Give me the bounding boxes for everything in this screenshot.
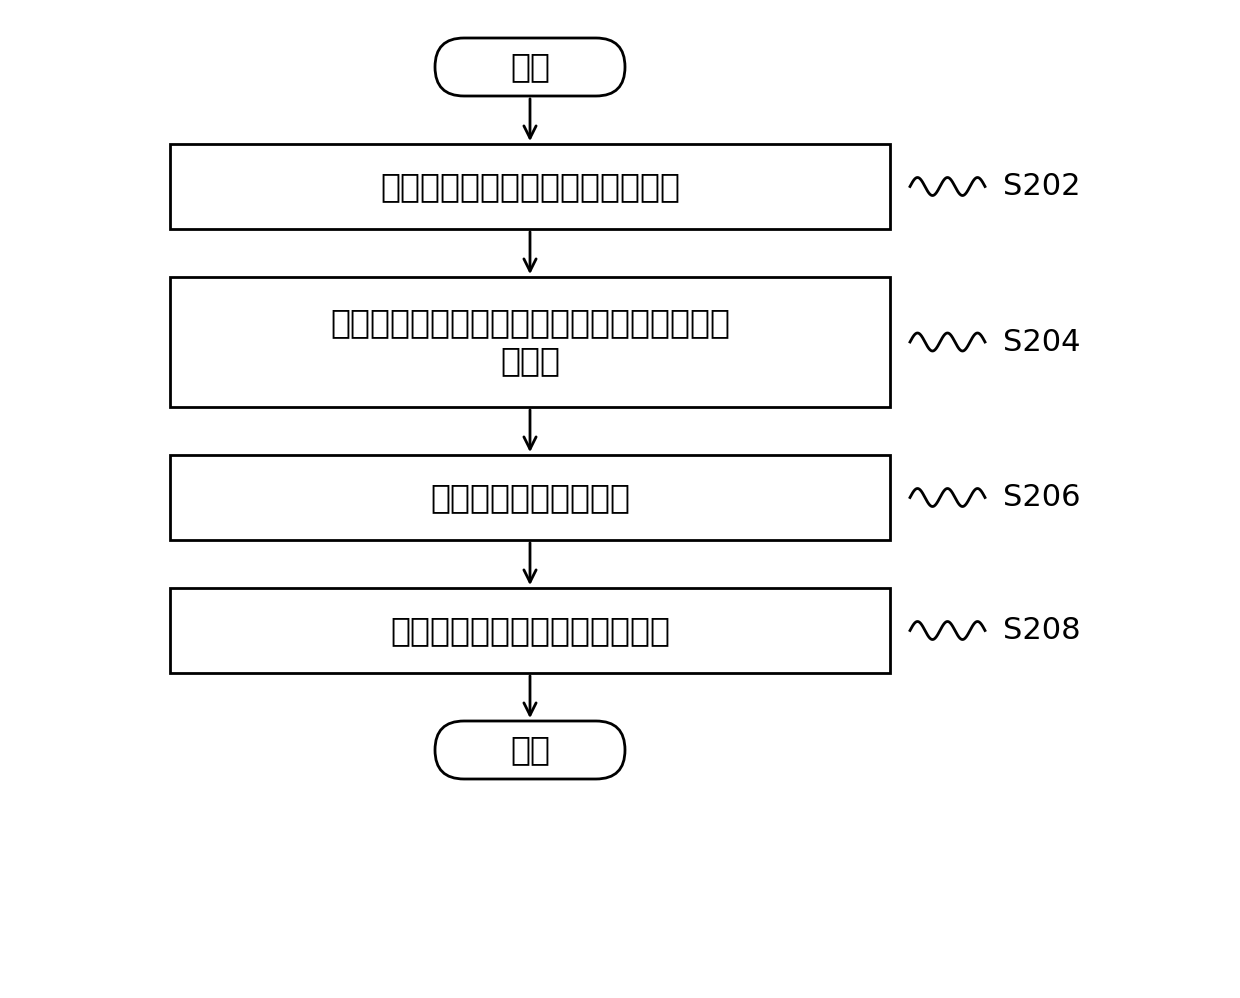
Text: 将输入输出接口配置为输入模式: 将输入输出接口配置为输入模式 [391, 614, 670, 647]
Text: 停止输出过流检测信号: 停止输出过流检测信号 [430, 481, 630, 514]
Text: S208: S208 [1003, 616, 1080, 645]
FancyBboxPatch shape [170, 455, 890, 540]
Text: S204: S204 [1003, 327, 1080, 356]
Text: 结束: 结束 [510, 734, 551, 766]
Text: S202: S202 [1003, 172, 1080, 201]
FancyBboxPatch shape [170, 144, 890, 229]
Text: 当接收到反馈的过流信号时，判定过流保护电
路正常: 当接收到反馈的过流信号时，判定过流保护电 路正常 [330, 306, 730, 377]
Text: 经输入输出接口输出过流测试信号: 经输入输出接口输出过流测试信号 [379, 170, 680, 203]
FancyBboxPatch shape [170, 277, 890, 407]
FancyBboxPatch shape [435, 721, 625, 779]
FancyBboxPatch shape [435, 38, 625, 96]
FancyBboxPatch shape [170, 588, 890, 673]
Text: 开始: 开始 [510, 51, 551, 84]
Text: S206: S206 [1003, 483, 1080, 512]
